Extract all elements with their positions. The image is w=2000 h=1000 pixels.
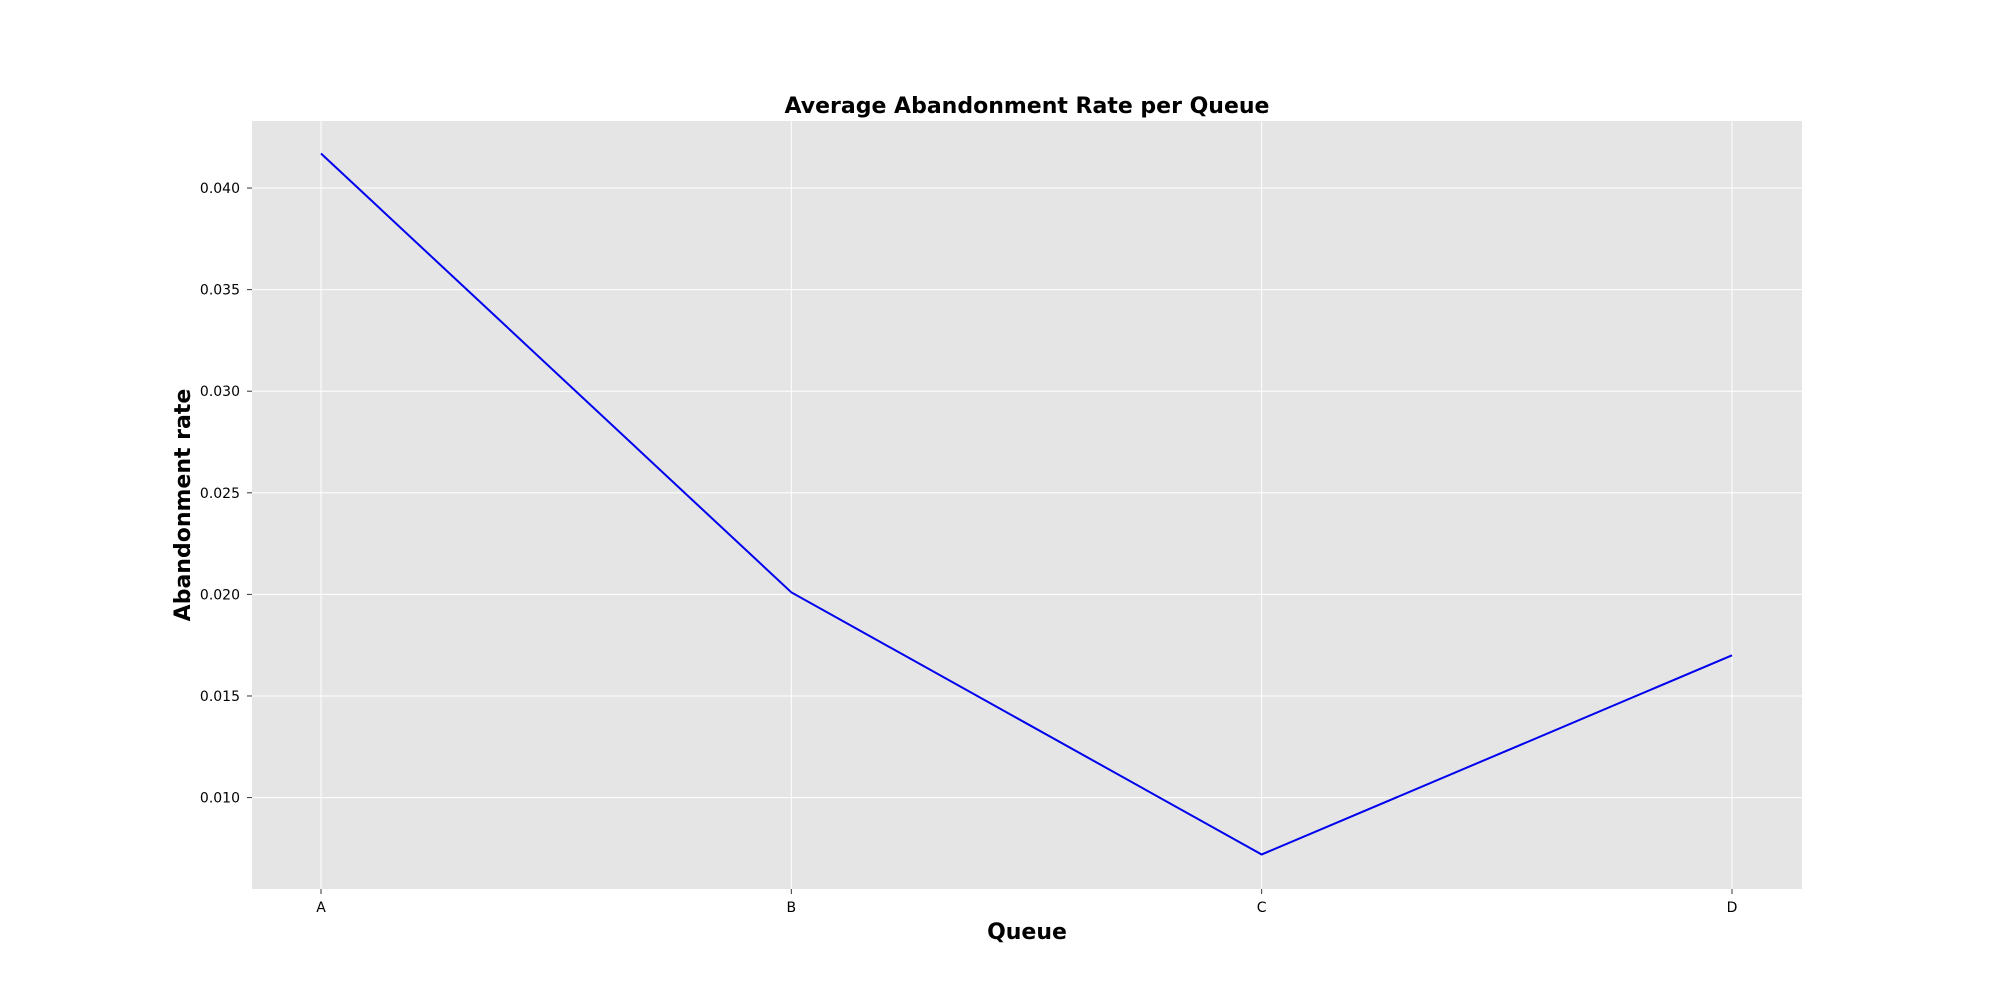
y-tick-label: 0.040: [200, 181, 240, 197]
grid: [252, 121, 1802, 889]
ticks: A B C D 0.010 0.015 0.020 0.025 0.030 0.035 0.040: [200, 181, 1737, 916]
x-tick-label: D: [1727, 900, 1738, 916]
x-axis-label: Queue: [987, 920, 1067, 945]
y-axis-label: Abandonment rate: [171, 389, 196, 622]
x-tick-label: B: [787, 900, 797, 916]
y-tick-label: 0.035: [200, 283, 240, 299]
y-tick-label: 0.030: [200, 384, 240, 400]
plot-area: [252, 121, 1802, 889]
y-tick-label: 0.010: [200, 791, 240, 807]
series-line: [320, 152, 1733, 856]
x-tick-label: A: [316, 900, 326, 916]
chart-title: Average Abandonment Rate per Queue: [785, 94, 1270, 119]
y-tick-label: 0.015: [200, 689, 240, 705]
x-tick-label: C: [1257, 900, 1267, 916]
y-tick-label: 0.020: [200, 587, 240, 603]
y-tick-label: 0.025: [200, 486, 240, 502]
